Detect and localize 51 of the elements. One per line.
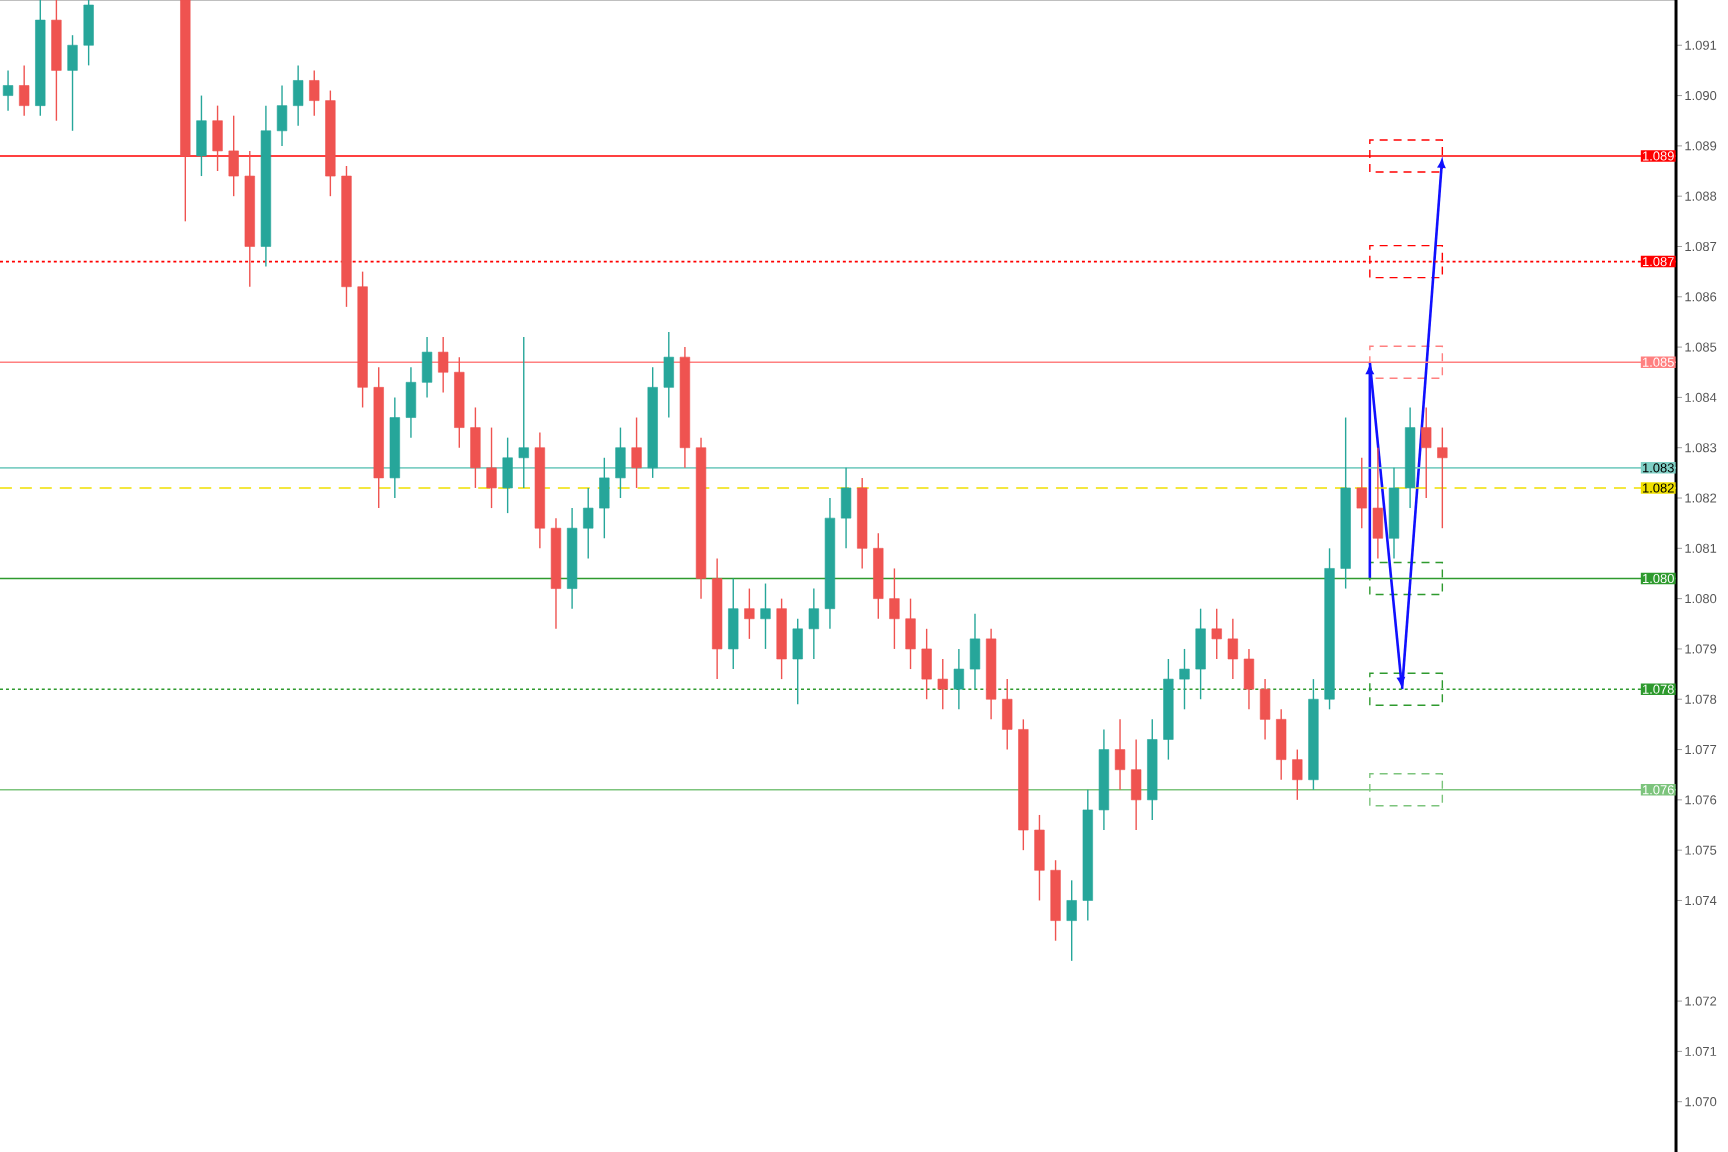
candlestick	[486, 426, 497, 509]
candlestick	[583, 487, 594, 560]
candlestick	[840, 467, 852, 550]
candlestick	[744, 587, 755, 640]
candlestick	[1114, 718, 1126, 791]
candlestick	[1437, 426, 1448, 529]
candlestick	[1243, 648, 1255, 710]
candlestick	[1372, 447, 1384, 560]
candlestick	[760, 582, 771, 650]
candlestick	[631, 416, 642, 489]
candlestick	[276, 84, 288, 147]
candlestick	[1034, 814, 1045, 902]
candlestick	[309, 69, 320, 117]
candlestick	[67, 34, 78, 132]
candlestick	[1227, 618, 1238, 680]
candlestick	[937, 658, 948, 710]
candlestick	[599, 457, 610, 539]
candlestick	[212, 104, 223, 172]
candlestick	[1066, 879, 1077, 962]
candlestick	[1259, 678, 1271, 741]
candlestick	[1002, 678, 1013, 751]
candlestick	[728, 577, 739, 670]
candlestick	[808, 587, 819, 660]
candlestick	[1131, 738, 1142, 831]
candlestick	[1179, 648, 1190, 710]
candlestick	[1211, 607, 1222, 660]
candlestick	[953, 648, 965, 710]
candlestick	[293, 64, 304, 127]
candlestick	[228, 114, 239, 197]
candlestick	[196, 94, 207, 177]
candlestick	[518, 336, 529, 489]
candlestick	[2, 69, 14, 112]
candlestick	[792, 618, 803, 705]
candlestick	[1356, 457, 1367, 529]
candlestick	[905, 597, 916, 670]
candlestick	[83, 0, 94, 67]
candlestick	[615, 426, 626, 499]
candlestick	[1195, 607, 1206, 700]
candlestick	[1421, 406, 1432, 499]
candlestick	[921, 628, 932, 700]
candlestick	[1276, 708, 1287, 781]
candlestick	[889, 567, 900, 650]
candlestick	[19, 64, 30, 117]
candlestick	[1292, 748, 1303, 801]
candlestick	[421, 336, 433, 399]
candlestick	[470, 406, 481, 489]
candlestick	[969, 613, 981, 690]
candlestick	[663, 331, 674, 419]
candlestick	[438, 336, 449, 394]
candlestick	[405, 366, 417, 439]
candlestick	[502, 436, 513, 514]
